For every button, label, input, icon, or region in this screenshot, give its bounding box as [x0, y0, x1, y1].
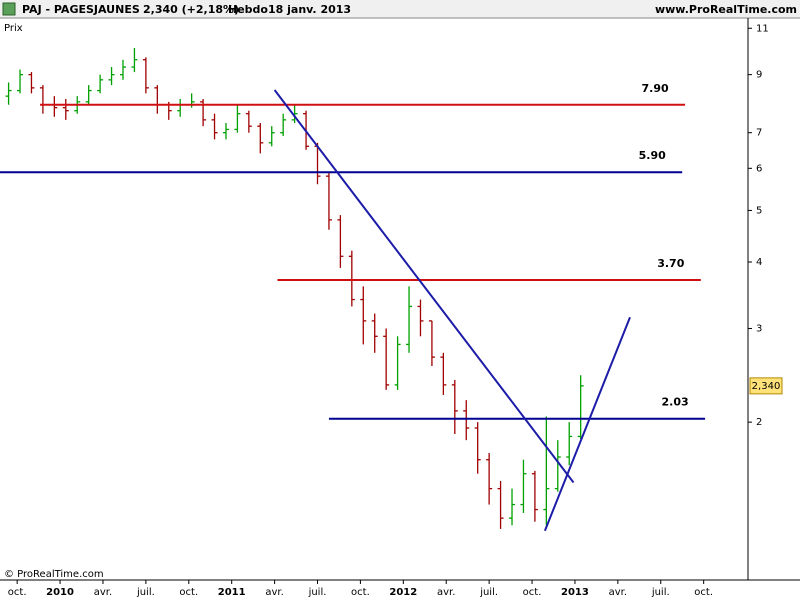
level-label: 5.90 — [639, 149, 666, 162]
x-tick-label: oct. — [8, 587, 27, 598]
y-tick-label: 11 — [756, 23, 769, 34]
x-tick-label: juil. — [308, 587, 327, 598]
period: Hebdo — [228, 3, 268, 16]
x-tick-label: oct. — [523, 587, 542, 598]
x-tick-label: juil. — [651, 587, 670, 598]
x-tick-label: oct. — [351, 587, 370, 598]
x-tick-label: 2011 — [218, 587, 246, 598]
x-tick-label: juil. — [136, 587, 155, 598]
trend-line — [273, 89, 575, 484]
x-tick-label: oct. — [179, 587, 198, 598]
x-tick-label: 2012 — [389, 587, 417, 598]
y-tick-label: 2 — [756, 417, 762, 428]
x-tick-label: avr. — [94, 587, 112, 598]
y-tick-label: 5 — [756, 205, 762, 216]
last-value-box — [749, 377, 783, 395]
y-tick-label: 3 — [756, 323, 762, 334]
y-tick-label: 6 — [756, 163, 762, 174]
y-label: Prix — [4, 23, 23, 34]
x-tick-label: avr. — [265, 587, 283, 598]
x-tick-label: 2010 — [46, 587, 74, 598]
level-label: 3.70 — [657, 257, 684, 270]
x-tick-label: oct. — [694, 587, 713, 598]
y-tick-label: 7 — [756, 128, 762, 139]
level-label: 2.03 — [662, 396, 689, 409]
price-change: 2,340 (+2,18%) — [143, 3, 239, 16]
source: www.ProRealTime.com — [655, 3, 797, 16]
last-value-label: 2,340 — [752, 381, 781, 392]
trend-line — [543, 316, 631, 532]
ticker: PAJ - PAGESJAUNES — [22, 3, 140, 16]
x-tick-label: avr. — [437, 587, 455, 598]
level-label: 7.90 — [642, 82, 669, 95]
x-tick-label: 2013 — [561, 587, 589, 598]
x-tick-label: juil. — [479, 587, 498, 598]
x-tick-label: avr. — [609, 587, 627, 598]
app-icon — [2, 2, 16, 16]
y-tick-label: 4 — [756, 257, 762, 268]
header-bar — [0, 0, 800, 18]
y-tick-label: 9 — [756, 70, 762, 81]
date: 18 janv. 2013 — [268, 3, 351, 16]
copyright: © ProRealTime.com — [4, 569, 104, 580]
